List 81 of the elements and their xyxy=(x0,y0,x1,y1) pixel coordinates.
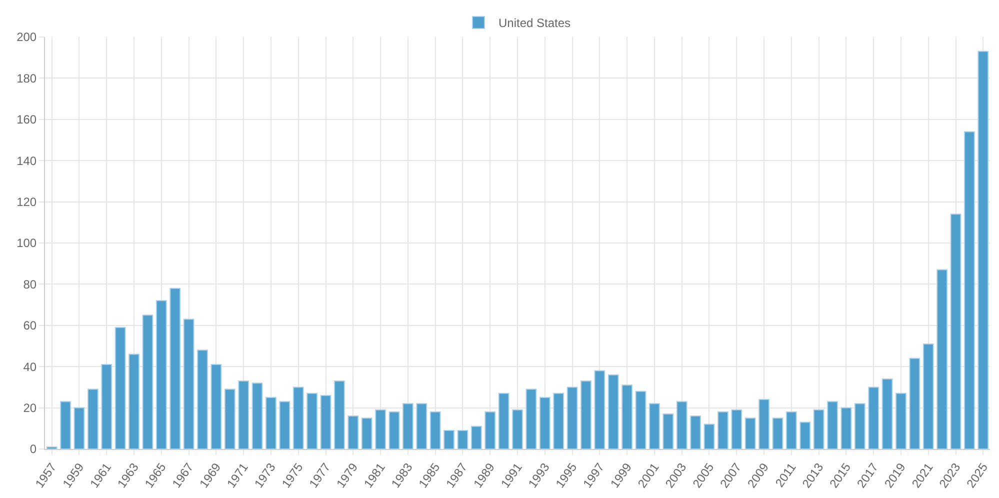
bar xyxy=(361,418,372,449)
bar xyxy=(744,418,756,449)
bar xyxy=(868,386,880,449)
bar xyxy=(936,269,948,449)
bar xyxy=(854,403,866,449)
bar xyxy=(813,409,824,449)
bar xyxy=(553,392,564,449)
bar xyxy=(608,374,619,449)
bar xyxy=(320,394,332,449)
bar xyxy=(896,392,906,449)
bar xyxy=(978,50,989,449)
bar xyxy=(800,422,811,449)
y-tick-label: 100 xyxy=(16,236,37,250)
bar xyxy=(950,214,962,449)
bar xyxy=(786,411,797,449)
bar xyxy=(718,411,728,449)
y-tick-label: 60 xyxy=(23,318,37,333)
bar xyxy=(457,430,468,449)
bar xyxy=(484,411,496,449)
bar xyxy=(882,378,893,449)
bar xyxy=(74,407,85,449)
bar xyxy=(594,370,606,449)
bar xyxy=(430,411,441,449)
bar xyxy=(238,380,250,449)
bar xyxy=(388,411,400,449)
bar xyxy=(444,430,454,449)
bar xyxy=(375,409,386,449)
bar xyxy=(566,386,578,449)
bar xyxy=(60,401,71,449)
bar xyxy=(758,399,770,449)
y-tick-label: 160 xyxy=(16,112,37,127)
bar xyxy=(964,131,975,449)
bar xyxy=(101,364,112,449)
bar xyxy=(156,300,167,449)
bar xyxy=(772,418,784,449)
bar xyxy=(224,388,236,449)
y-tick-label: 120 xyxy=(16,195,37,209)
y-tick-label: 180 xyxy=(16,71,37,86)
bar xyxy=(922,343,934,449)
y-tick-label: 200 xyxy=(16,30,37,44)
bar xyxy=(512,409,523,449)
bar xyxy=(88,388,98,449)
bar xyxy=(402,403,414,449)
bar xyxy=(731,409,742,449)
bar xyxy=(279,401,290,449)
bar xyxy=(142,314,154,449)
legend-label: United States xyxy=(498,16,571,30)
bar xyxy=(470,426,482,449)
bar xyxy=(416,403,428,449)
bar xyxy=(210,364,222,449)
bar xyxy=(635,390,646,449)
bar xyxy=(622,384,632,449)
bar xyxy=(252,382,263,449)
bar xyxy=(306,392,318,449)
y-tick-label: 140 xyxy=(16,154,37,168)
bar xyxy=(183,318,194,449)
bar xyxy=(334,380,345,449)
bar xyxy=(197,350,208,449)
bar xyxy=(827,401,838,449)
bar xyxy=(266,397,276,449)
bar xyxy=(649,403,660,449)
bar xyxy=(526,388,537,449)
bar xyxy=(690,416,701,449)
bar xyxy=(170,288,181,449)
bar xyxy=(580,380,592,449)
y-tick-label: 20 xyxy=(23,401,37,415)
bar xyxy=(46,446,58,449)
y-tick-label: 80 xyxy=(23,277,37,292)
bar xyxy=(539,397,550,449)
bar xyxy=(840,407,852,449)
y-tick-label: 0 xyxy=(30,442,37,456)
bar xyxy=(292,386,304,449)
y-tick-label: 40 xyxy=(23,360,37,374)
bar xyxy=(662,413,674,449)
bar xyxy=(676,401,688,449)
bar xyxy=(909,358,920,449)
bar xyxy=(128,354,140,449)
bar xyxy=(348,416,359,449)
bar xyxy=(114,326,126,449)
bar xyxy=(704,424,715,449)
bar xyxy=(498,392,510,449)
